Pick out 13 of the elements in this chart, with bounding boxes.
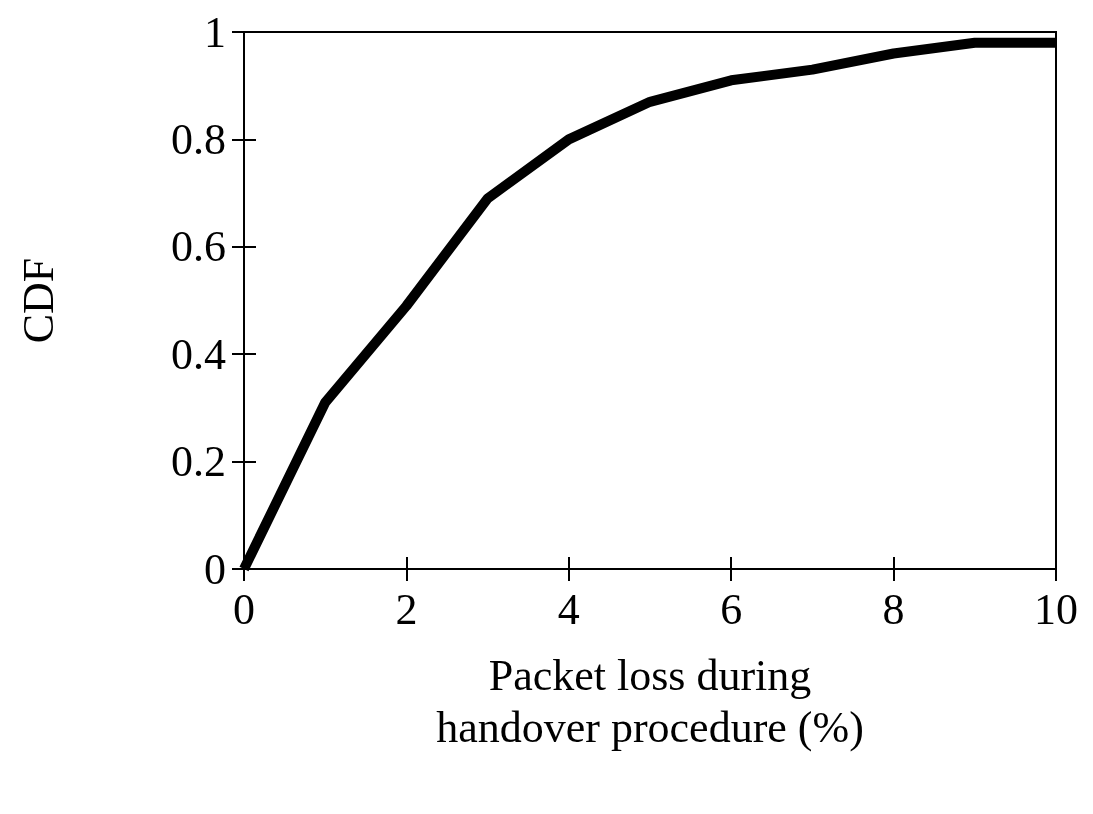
x-tick-label: 8 xyxy=(882,584,905,634)
y-tick-label: 0.6 xyxy=(171,222,226,272)
x-tick-label: 2 xyxy=(395,584,418,634)
y-axis-title: CDF xyxy=(13,257,63,344)
y-tick-label: 0.4 xyxy=(171,329,226,379)
x-axis-title: Packet loss during handover procedure (%) xyxy=(436,650,864,752)
y-tick-label: 0 xyxy=(204,544,226,594)
y-tick-label: 1 xyxy=(204,7,226,57)
y-tick-label: 0.8 xyxy=(171,114,226,164)
x-tick-label: 10 xyxy=(1034,584,1078,634)
y-tick-label: 0.2 xyxy=(171,437,226,487)
x-tick-label: 6 xyxy=(720,584,743,634)
x-tick-label: 4 xyxy=(557,584,580,634)
